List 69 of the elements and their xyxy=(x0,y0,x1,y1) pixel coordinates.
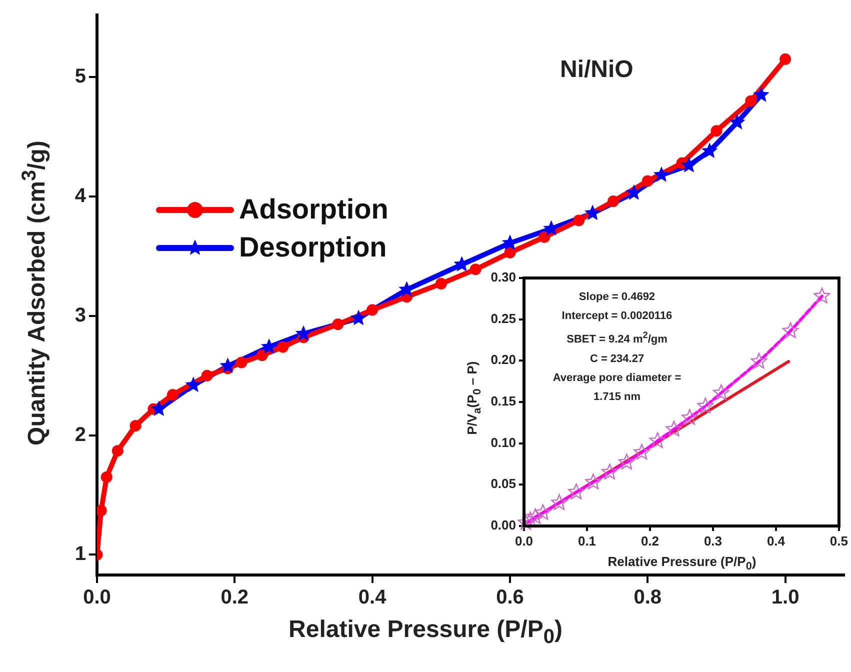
x-axis-title: Relative Pressure (P/P$_{0}$) xyxy=(606,554,758,573)
x-tick-label: 0.0 xyxy=(514,533,534,548)
point xyxy=(186,378,201,392)
x-tick-label: 0.2 xyxy=(640,533,660,548)
point xyxy=(544,221,559,235)
point xyxy=(745,95,757,107)
point xyxy=(112,445,124,457)
annotation: Ni/NiO xyxy=(560,56,634,84)
point xyxy=(710,125,722,137)
x-tick-label: 0.5 xyxy=(830,533,848,548)
y-tick-label: 5 xyxy=(74,66,86,88)
point xyxy=(220,358,236,372)
x-tick-label: 0.1 xyxy=(578,533,596,548)
annotation: Slope = 0.4692 xyxy=(578,291,656,303)
y-tick-label: 0.25 xyxy=(490,310,516,326)
point xyxy=(730,114,744,129)
point xyxy=(654,167,669,182)
point xyxy=(262,339,276,354)
y-tick-label: 0.20 xyxy=(490,352,516,368)
annotation: SBET = 9.24 m$^{2}$/gm xyxy=(566,330,668,346)
x-tick-label: 0.3 xyxy=(704,533,722,548)
point xyxy=(296,326,311,340)
point xyxy=(682,158,696,172)
point xyxy=(504,246,516,258)
y-tick-label: 0.30 xyxy=(490,270,516,285)
point xyxy=(435,278,447,290)
point xyxy=(201,370,213,382)
point xyxy=(573,214,585,226)
y-tick-label: 0.05 xyxy=(490,476,516,492)
x-tick-label: 0.2 xyxy=(220,586,249,609)
x-tick-label: 0.4 xyxy=(358,586,388,609)
point xyxy=(236,356,248,368)
point xyxy=(626,185,642,200)
annotation: Average pore diameter = 1.715 nm xyxy=(552,372,682,403)
x-tick-label: 0.4 xyxy=(766,533,786,548)
point xyxy=(470,264,482,276)
y-tick-label: 2 xyxy=(74,424,86,446)
y-tick-label: 0.15 xyxy=(490,394,516,409)
point xyxy=(100,471,112,483)
point xyxy=(702,144,717,158)
point xyxy=(256,350,268,362)
x-axis-title: Relative Pressure (P/P$_{0}$) xyxy=(288,616,564,649)
x-tick-label: 0.6 xyxy=(496,586,524,609)
point xyxy=(585,206,600,220)
x-tick-label: 0.8 xyxy=(634,586,662,609)
point xyxy=(366,304,378,316)
point xyxy=(642,175,654,187)
point xyxy=(754,87,768,102)
point xyxy=(130,420,142,432)
point xyxy=(152,401,166,416)
x-tick-label: 0.0 xyxy=(83,586,111,609)
y-tick-label: 3 xyxy=(74,304,86,326)
point xyxy=(332,318,344,330)
point xyxy=(538,231,550,243)
annotation: Intercept = 0.0020116 xyxy=(562,310,672,322)
point xyxy=(351,310,366,325)
y-tick-label: 0.00 xyxy=(490,518,516,533)
y-tick-label: 4 xyxy=(74,185,87,208)
annotation: C = 234.27 xyxy=(590,352,644,365)
y-tick-label: 1 xyxy=(74,543,86,566)
point xyxy=(399,282,414,296)
legend-label: Adsorption xyxy=(239,194,388,225)
legend-label: Desorption xyxy=(239,232,387,263)
point xyxy=(607,196,619,208)
x-tick-label: 1.0 xyxy=(771,586,800,609)
y-tick-label: 0.10 xyxy=(490,434,516,450)
point xyxy=(780,53,792,65)
point xyxy=(166,388,178,400)
point xyxy=(277,341,289,353)
